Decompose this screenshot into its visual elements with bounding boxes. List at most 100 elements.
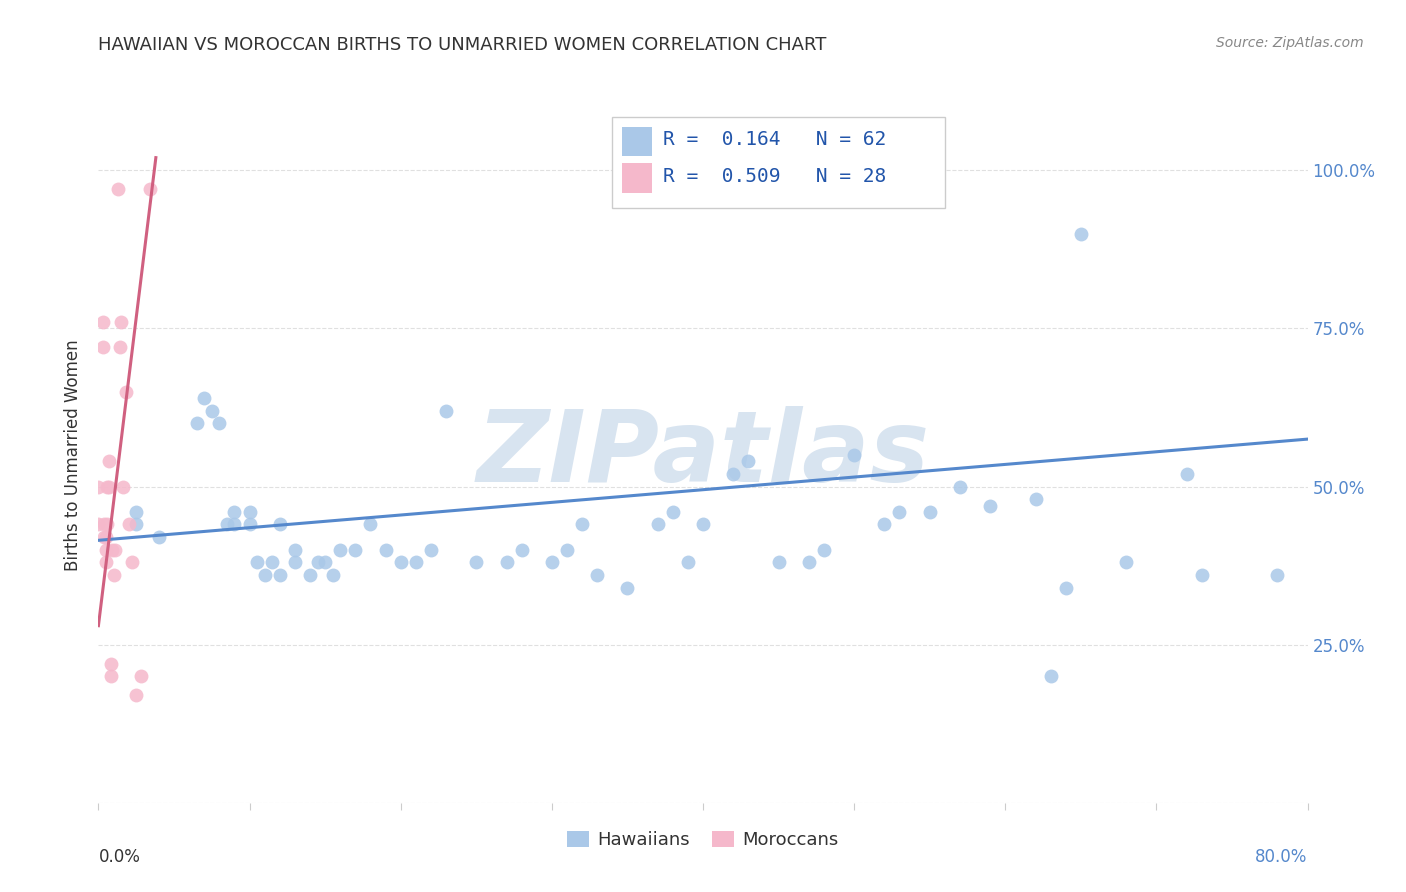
Point: [110, 315, 132, 329]
Point: [360, 517, 382, 532]
Point: [322, 568, 344, 582]
Point: [889, 505, 911, 519]
Point: [111, 479, 134, 493]
Point: [1039, 669, 1062, 683]
Point: [344, 542, 367, 557]
Text: HAWAIIAN VS MOROCCAN BIRTHS TO UNMARRIED WOMEN CORRELATION CHART: HAWAIIAN VS MOROCCAN BIRTHS TO UNMARRIED…: [98, 36, 827, 54]
Point: [93, 517, 115, 532]
Point: [1070, 227, 1092, 241]
Point: [186, 417, 208, 431]
Point: [723, 467, 745, 481]
Point: [118, 517, 141, 532]
Point: [465, 556, 488, 570]
Point: [586, 568, 609, 582]
Point: [299, 568, 322, 582]
Point: [540, 556, 562, 570]
Point: [420, 542, 443, 557]
Point: [1024, 492, 1046, 507]
Point: [94, 556, 117, 570]
Point: [114, 384, 136, 399]
FancyBboxPatch shape: [621, 127, 652, 156]
Point: [101, 542, 124, 557]
Point: [91, 315, 114, 329]
Point: [949, 479, 972, 493]
Point: [215, 517, 238, 532]
Point: [91, 340, 114, 354]
Point: [94, 530, 117, 544]
Point: [284, 556, 307, 570]
Point: [193, 391, 215, 405]
Point: [692, 517, 714, 532]
Point: [374, 542, 396, 557]
Point: [121, 556, 143, 570]
Point: [1267, 568, 1289, 582]
Point: [107, 182, 129, 196]
Point: [284, 542, 307, 557]
Point: [262, 556, 284, 570]
Point: [873, 517, 896, 532]
Point: [208, 417, 231, 431]
Point: [329, 542, 352, 557]
Point: [269, 517, 291, 532]
Point: [571, 517, 593, 532]
Text: 0.0%: 0.0%: [98, 848, 141, 866]
Point: [125, 505, 148, 519]
Point: [979, 499, 1001, 513]
Point: [87, 479, 110, 493]
Point: [813, 542, 835, 557]
Point: [737, 454, 759, 468]
Point: [797, 556, 820, 570]
FancyBboxPatch shape: [621, 163, 652, 193]
Point: [269, 568, 291, 582]
Text: ZIPatlas: ZIPatlas: [477, 407, 929, 503]
Point: [405, 556, 427, 570]
Point: [108, 340, 131, 354]
Point: [129, 669, 152, 683]
Point: [125, 688, 148, 702]
Point: [100, 657, 122, 671]
Point: [1191, 568, 1213, 582]
Point: [239, 505, 262, 519]
Point: [96, 517, 118, 532]
Point: [148, 530, 170, 544]
Text: 80.0%: 80.0%: [1256, 848, 1308, 866]
Point: [98, 479, 121, 493]
Point: [662, 505, 685, 519]
Point: [844, 448, 866, 462]
Y-axis label: Births to Unmarried Women: Births to Unmarried Women: [65, 339, 83, 571]
Text: Source: ZipAtlas.com: Source: ZipAtlas.com: [1216, 36, 1364, 50]
Point: [676, 556, 699, 570]
Text: R =  0.509   N = 28: R = 0.509 N = 28: [664, 167, 886, 186]
Point: [1054, 581, 1077, 595]
Point: [314, 556, 336, 570]
Point: [93, 530, 115, 544]
Point: [201, 403, 224, 417]
Point: [125, 517, 148, 532]
Point: [434, 403, 457, 417]
Point: [96, 479, 118, 493]
Point: [307, 556, 329, 570]
Point: [768, 556, 790, 570]
Point: [98, 454, 121, 468]
Point: [389, 556, 412, 570]
Point: [103, 568, 125, 582]
Point: [94, 542, 117, 557]
Point: [1175, 467, 1198, 481]
Point: [510, 542, 533, 557]
Point: [616, 581, 638, 595]
Point: [253, 568, 276, 582]
Point: [100, 669, 122, 683]
Point: [246, 556, 269, 570]
Point: [555, 542, 578, 557]
Point: [239, 517, 262, 532]
Point: [104, 542, 127, 557]
Legend: Hawaiians, Moroccans: Hawaiians, Moroccans: [560, 823, 846, 856]
Point: [918, 505, 941, 519]
FancyBboxPatch shape: [613, 118, 945, 208]
Point: [224, 517, 246, 532]
Point: [224, 505, 246, 519]
Text: R =  0.164   N = 62: R = 0.164 N = 62: [664, 130, 886, 149]
Point: [495, 556, 517, 570]
Point: [139, 182, 162, 196]
Point: [87, 517, 110, 532]
